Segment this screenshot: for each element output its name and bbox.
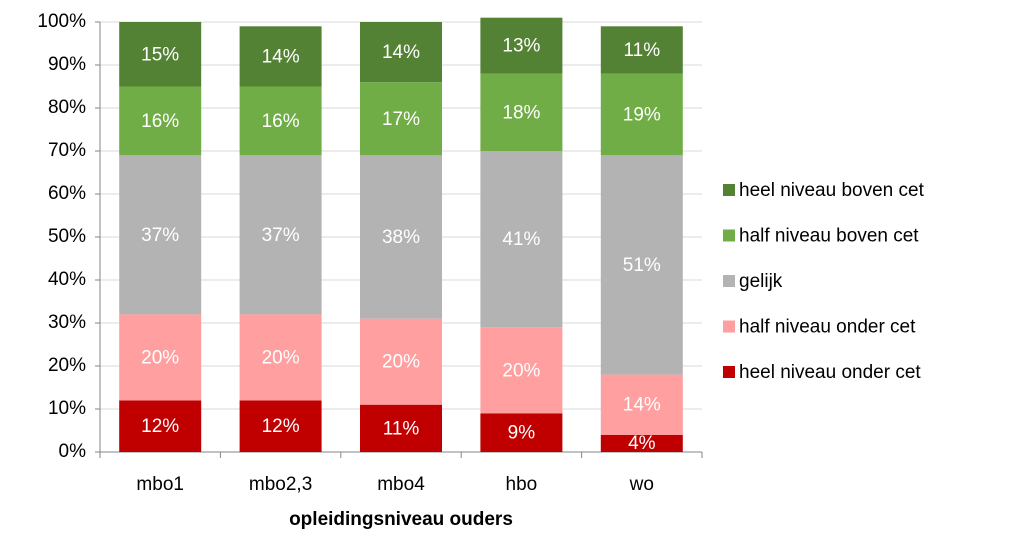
bar-segment (119, 22, 202, 87)
y-tick-label: 80% (48, 97, 86, 118)
bar-segment (119, 314, 202, 401)
data-label: 15% (141, 44, 179, 65)
bar-segment (480, 327, 563, 414)
bar-segment (119, 155, 202, 315)
data-label: 18% (502, 102, 540, 123)
legend-swatch (723, 184, 735, 196)
y-tick-label: 10% (48, 398, 86, 419)
x-tick-label: wo (629, 474, 654, 495)
y-tick-label: 30% (48, 312, 86, 333)
y-tick-label: 0% (59, 441, 87, 462)
bar-segment (119, 400, 202, 452)
data-label: 11% (623, 40, 660, 61)
x-tick-label: hbo (506, 474, 538, 495)
x-tick-label: mbo2,3 (249, 474, 312, 495)
bar-segment (600, 155, 683, 375)
data-label: 14% (623, 395, 661, 416)
bar-segment (239, 314, 322, 401)
y-tick-label: 50% (48, 226, 86, 247)
data-label: 9% (508, 423, 536, 444)
y-tick-label: 40% (48, 269, 86, 290)
y-tick-label: 60% (48, 183, 86, 204)
bar-segment (239, 400, 322, 452)
legend-swatch (723, 320, 735, 333)
x-axis-title: opleidingsniveau ouders (289, 509, 513, 530)
legend-label: half niveau boven cet (739, 226, 919, 247)
y-tick-label: 70% (48, 140, 86, 161)
legend-label: gelijk (739, 271, 783, 292)
data-label: 11% (383, 418, 420, 439)
bar-segment (600, 434, 683, 452)
data-label: 17% (382, 109, 420, 130)
bar-segment (480, 151, 563, 328)
legend-label: heel niveau onder cet (739, 362, 921, 383)
bar-segment (360, 404, 442, 452)
bar-segment (360, 82, 442, 156)
data-label: 20% (382, 352, 420, 373)
x-tick-label: mbo4 (377, 474, 425, 495)
data-label: 20% (141, 347, 179, 368)
bar-segment (480, 73, 563, 151)
data-label: 12% (262, 416, 300, 437)
legend-swatch (723, 229, 735, 242)
data-label: 14% (262, 46, 300, 67)
bar-segment (360, 22, 442, 83)
bar-segment (239, 86, 322, 156)
bar-segment (600, 73, 683, 156)
data-label: 20% (502, 360, 540, 381)
bar-segment (239, 155, 322, 315)
data-label: 12% (141, 416, 179, 437)
bar-segment (360, 155, 442, 319)
x-tick-label: mbo1 (136, 474, 184, 495)
bar-segment (239, 26, 322, 87)
legend-swatch (723, 366, 735, 378)
bar-segment (480, 17, 563, 74)
bar-segment (119, 86, 202, 156)
data-label: 51% (623, 255, 661, 276)
data-label: 14% (382, 42, 420, 63)
data-label: 20% (262, 347, 300, 368)
y-tick-label: 90% (48, 54, 86, 75)
data-label: 41% (502, 229, 540, 250)
y-tick-label: 100% (37, 11, 86, 32)
data-label: 16% (141, 111, 179, 132)
bar-segment (600, 374, 683, 435)
data-label: 19% (623, 104, 661, 125)
legend-swatch (723, 275, 735, 287)
bar-segment (600, 26, 683, 74)
y-tick-label: 20% (48, 355, 86, 376)
data-label: 37% (141, 225, 179, 246)
data-label: 37% (262, 225, 300, 246)
legend-label: heel niveau boven cet (739, 180, 925, 201)
legend-label: half niveau onder cet (739, 317, 916, 338)
data-label: 13% (502, 36, 540, 57)
data-label: 38% (382, 227, 420, 248)
bar-segment (360, 318, 442, 405)
bar-segment (480, 413, 563, 452)
data-label: 16% (262, 111, 300, 132)
data-label: 4% (628, 433, 656, 454)
